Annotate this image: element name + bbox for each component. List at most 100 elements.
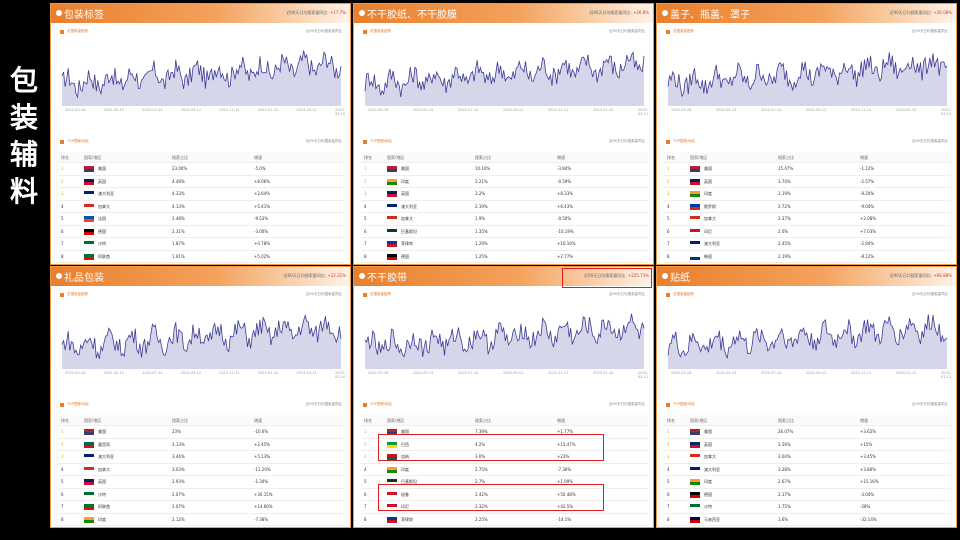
table-row[interactable]: 3 加拿大 3.04% +3.45% xyxy=(664,451,951,464)
x-tick-label: 2023-03-11 xyxy=(296,108,317,112)
table-row[interactable]: 7 菲律宾 1.29% +10.16% xyxy=(361,238,648,251)
search-share: 2.93% xyxy=(172,479,185,484)
top-country-icon xyxy=(60,403,64,407)
x-tick-label: 2023-05-10 xyxy=(335,108,346,116)
trend-note: 近90天日均搜索量同比 xyxy=(609,29,645,33)
trend-chart xyxy=(61,313,342,369)
country-name: 澳大利亚 xyxy=(98,454,114,459)
top-country-label: TOP国家/地区 xyxy=(67,402,90,406)
table-row[interactable]: 3 加纳 3.6% +23% xyxy=(361,451,648,464)
rank: 8 xyxy=(364,253,367,259)
rank: 1 xyxy=(61,166,64,171)
table-row[interactable]: 6 秘鲁 2.42% +50.48% xyxy=(361,489,648,501)
growth-rate: +14.66% xyxy=(254,504,273,509)
table-row[interactable]: 5 英国 2.93% -1.34% xyxy=(58,476,345,489)
growth-rate: -0.59% xyxy=(557,178,572,184)
rank: 1 xyxy=(364,166,367,171)
table-row[interactable]: 3 澳大利亚 3.44% +5.13% xyxy=(58,451,345,464)
table-row[interactable]: 6 德国 2.31% -3.00% xyxy=(58,226,345,238)
table-row[interactable]: 1 美国 10.10% -3.84% xyxy=(361,163,648,176)
table-row[interactable]: 8 马来西亚 1.6% -32.14% xyxy=(664,514,951,526)
x-tick-label: 2022-03-16 xyxy=(65,108,86,112)
table-row[interactable]: 7 阿联酋 2.07% +14.66% xyxy=(58,501,345,514)
table-row[interactable]: 4 印度 2.75% -7.36% xyxy=(361,464,648,476)
growth-rate: -11.20% xyxy=(254,466,271,472)
table-row[interactable]: 8 印度 2.12% -7.38% xyxy=(58,514,345,526)
table-row[interactable]: 6 印尼 2.0% +7.03% xyxy=(664,226,951,238)
table-row[interactable]: 7 沙特 1.75% -28% xyxy=(664,501,951,514)
table-row[interactable]: 1 美国 15.47% -1.12% xyxy=(664,163,951,176)
country-name: 巴西 xyxy=(401,441,409,447)
table-row[interactable]: 1 美国 23.00% -5.0% xyxy=(58,163,345,176)
growth-rate: +2.64% xyxy=(254,191,271,196)
table-row[interactable]: 7 沙特 1.87% +0.78% xyxy=(58,238,345,251)
top-country-label: TOP国家/地区 xyxy=(67,139,90,143)
country-name: 秘鲁 xyxy=(401,491,409,497)
trend-label: 总搜索量趋势 xyxy=(67,29,88,33)
table-row[interactable]: 8 韩国 2.19% -8.12% xyxy=(664,251,951,263)
table-row[interactable]: 7 印尼 2.32% +42.5% xyxy=(361,501,648,514)
country-name: 阿联酋 xyxy=(98,253,110,259)
table-row[interactable]: 4 加拿大 3.03% -11.20% xyxy=(58,464,345,476)
table-row[interactable]: 8 菲律宾 2.25% -14.1% xyxy=(361,514,648,526)
table-row[interactable]: 8 阿联酋 1.61% +5.02% xyxy=(58,251,345,263)
x-tick-label: 2022-09-12 xyxy=(806,371,827,375)
table-row[interactable]: 6 沙特 2.07% +30.15% xyxy=(58,489,345,501)
table-row[interactable]: 3 印度 3.19% -9.20% xyxy=(664,188,951,201)
trend-area xyxy=(62,50,341,106)
table-row[interactable]: 2 英国 3.74% -2.57% xyxy=(664,176,951,188)
country-name: 加拿大 xyxy=(704,216,716,221)
highlight-box xyxy=(562,268,652,288)
search-share: 2.72% xyxy=(778,203,791,209)
top-country-note: 近90天日均搜索量同比 xyxy=(912,402,948,406)
growth-rate: +10.16% xyxy=(557,241,576,246)
trend-chart xyxy=(667,314,948,369)
table-row[interactable]: 5 巴基斯坦 2.7% +1.99% xyxy=(361,476,648,489)
table-row[interactable]: 8 德国 1.25% +2.77% xyxy=(361,251,648,263)
table-row[interactable]: 3 澳大利亚 4.33% +2.64% xyxy=(58,188,345,201)
search-share: 23.00% xyxy=(172,166,188,171)
flag-icon xyxy=(84,228,94,235)
table-row[interactable]: 2 印度 3.21% -0.59% xyxy=(361,176,648,188)
table-row[interactable]: 3 英国 3.2% +8.33% xyxy=(361,188,648,201)
trend-icon xyxy=(60,30,64,34)
table-row[interactable]: 1 美国 23% -10.0% xyxy=(58,426,345,439)
x-tick-label: 2022-03-16 xyxy=(368,371,389,375)
country-name: 加拿大 xyxy=(401,216,413,221)
search-share: 3.03% xyxy=(172,466,185,472)
table-row[interactable]: 2 英国 3.56% +15% xyxy=(664,439,951,451)
x-tick-label: 2022-09-12 xyxy=(503,108,524,112)
table-row[interactable]: 2 墨西哥 3.13% +2.45% xyxy=(58,439,345,451)
table-row[interactable]: 5 加拿大 1.9% -0.50% xyxy=(361,213,648,226)
search-share: 3.04% xyxy=(778,454,791,459)
flag-icon xyxy=(84,191,94,197)
table-row[interactable]: 4 澳大利亚 2.19% +6.43% xyxy=(361,201,648,213)
panel-2: 不干胶纸、不干胶膜 近90天日均搜索量同比: +26.8% 总搜索量趋势 近90… xyxy=(353,3,654,265)
growth-rate: +42.5% xyxy=(557,504,574,509)
rank: 6 xyxy=(61,491,64,497)
table-row[interactable]: 5 法国 2.48% -9.53% xyxy=(58,213,345,226)
table-row[interactable]: 1 美国 7.39% +1.77% xyxy=(361,426,648,439)
table-row[interactable]: 2 巴西 4.2% +15.47% xyxy=(361,439,648,451)
table-row[interactable]: 2 英国 4.48% +8.06% xyxy=(58,176,345,188)
table-row[interactable]: 1 美国 26.07% +3.62% xyxy=(664,426,951,439)
x-tick-label: 2022-11-11 xyxy=(548,371,569,375)
growth-rate: +30.15% xyxy=(254,491,273,497)
rank: 2 xyxy=(364,178,367,184)
table-row[interactable]: 4 加拿大 4.13% +5.41% xyxy=(58,201,345,213)
table-row[interactable]: 4 俄罗斯 2.72% -9.04% xyxy=(664,201,951,213)
table-row[interactable]: 4 澳大利亚 3.28% +3.80% xyxy=(664,464,951,476)
flag-icon xyxy=(387,166,397,172)
table-row[interactable]: 6 德国 2.17% -3.04% xyxy=(664,489,951,501)
country-name: 菲律宾 xyxy=(401,516,413,522)
table-row[interactable]: 7 澳大利亚 2.45% -2.94% xyxy=(664,238,951,251)
table-row[interactable]: 5 加拿大 2.37% +2.08% xyxy=(664,213,951,226)
growth-rate: +8.06% xyxy=(254,178,271,184)
table-row[interactable]: 5 印度 2.67% +15.16% xyxy=(664,476,951,489)
growth-rate: +8.33% xyxy=(557,191,574,196)
country-name: 澳大利亚 xyxy=(98,191,114,196)
flag-icon xyxy=(387,191,397,197)
search-share: 1.75% xyxy=(778,504,791,509)
table-row[interactable]: 6 巴基斯坦 1.35% -10.19% xyxy=(361,226,648,238)
top-country-note: 近90天日均搜索量同比 xyxy=(306,139,342,143)
